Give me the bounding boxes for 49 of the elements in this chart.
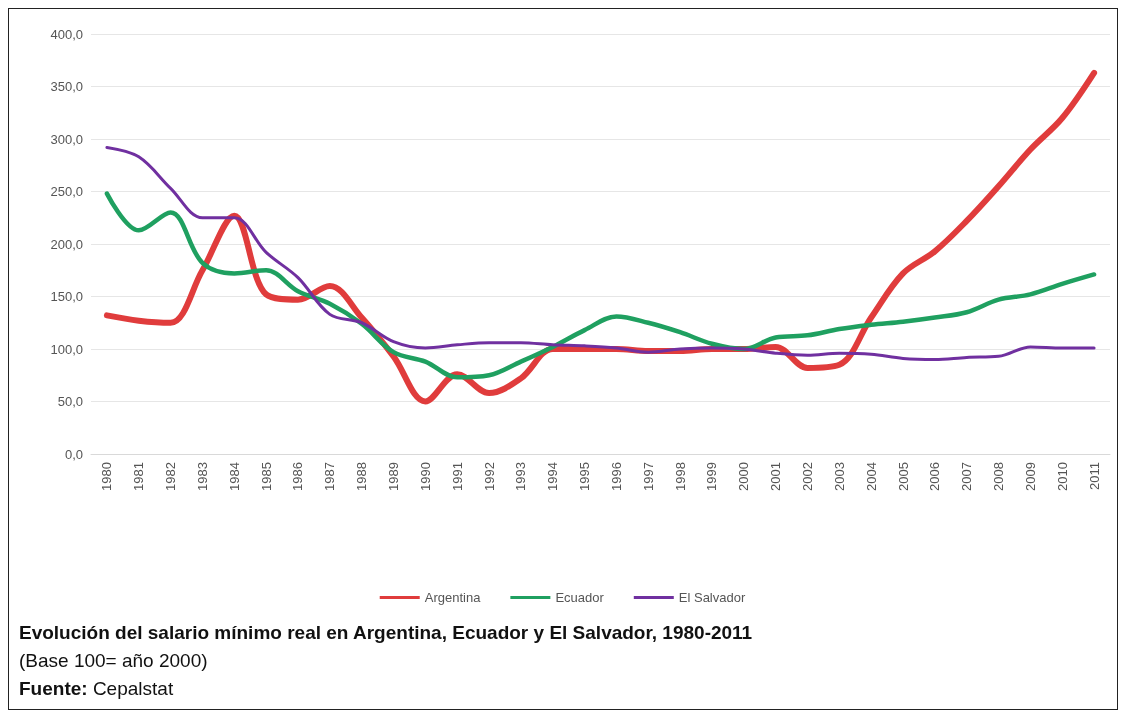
x-tick-label: 1994	[545, 462, 561, 491]
x-tick-label: 2004	[863, 462, 879, 491]
y-tick-label: 100,0	[50, 341, 83, 357]
y-tick-label: 300,0	[50, 131, 83, 147]
x-tick-label: 1993	[513, 462, 529, 491]
line-series	[104, 191, 1097, 380]
x-tick-label: 2005	[895, 462, 911, 491]
x-tick-label: 1990	[417, 462, 433, 491]
x-tick-label: 1996	[608, 462, 624, 491]
x-tick-label: 2006	[927, 462, 943, 491]
x-tick-label: 2000	[736, 462, 752, 491]
y-tick-label: 50,0	[57, 394, 83, 409]
y-tick-label: 200,0	[50, 236, 83, 252]
text: (Base 100= año 2000)	[19, 649, 209, 673]
y-tick-label: 350,0	[50, 79, 83, 94]
x-tick-label: 1984	[226, 462, 242, 491]
legend-label: Argentina	[424, 590, 482, 605]
x-tick-label: 2009	[1022, 462, 1038, 491]
x-tick-label: 1987	[322, 462, 338, 491]
x-tick-label: 1985	[258, 462, 274, 491]
line-series	[105, 145, 1096, 361]
x-tick-label: 1982	[163, 462, 179, 491]
x-tick-label: 1997	[640, 462, 656, 491]
x-tick-label: 1989	[386, 462, 402, 491]
legend-label: Ecuador	[555, 590, 605, 605]
source-note: Fuente: Cepalstat	[19, 677, 175, 701]
x-tick-label: 2010	[1054, 462, 1070, 491]
x-tick-label: 1988	[354, 462, 370, 491]
x-tick-label: 2007	[959, 462, 975, 491]
x-tick-label: 1992	[481, 462, 497, 491]
y-tick-label: 400,0	[50, 26, 83, 42]
x-tick-label: 1983	[194, 462, 210, 491]
x-tick-label: 2008	[991, 462, 1007, 491]
y-tick-label: 0,0	[64, 446, 83, 462]
x-tick-label: 2003	[831, 462, 847, 491]
x-tick-label: 1986	[290, 462, 306, 491]
x-tick-label: 1998	[672, 462, 688, 491]
y-tick-label: 250,0	[50, 184, 83, 199]
x-tick-label: 2011	[1086, 462, 1102, 490]
x-tick-label: 1981	[131, 462, 147, 491]
x-tick-label: 1995	[577, 462, 593, 491]
x-tick-label: 1991	[449, 462, 465, 491]
text: Evolución del salario mínimo real en Argentina, Ecuador y El Salvador, 1980-2011	[19, 621, 753, 645]
x-tick-label: 1999	[704, 462, 720, 491]
legend-label: El Salvador	[678, 590, 746, 605]
x-tick-label: 1980	[99, 462, 115, 491]
y-tick-label: 150,0	[50, 289, 83, 304]
x-tick-label: 2001	[768, 462, 784, 491]
x-tick-label: 2002	[799, 462, 815, 491]
